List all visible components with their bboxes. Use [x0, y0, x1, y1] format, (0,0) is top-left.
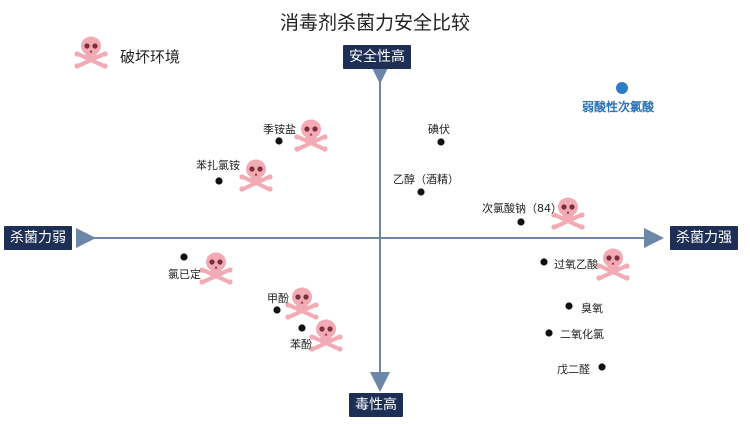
- skull-icon: [294, 119, 328, 152]
- point-label: 二氧化氯: [560, 328, 604, 341]
- point-dot: [180, 253, 188, 261]
- point-label: 次氯酸钠（84）: [482, 202, 562, 215]
- point-dot: [417, 188, 425, 196]
- chart-title: 消毒剂杀菌力安全比较: [279, 12, 470, 34]
- point-label: 戊二醛: [557, 363, 590, 376]
- point-dot: [565, 302, 573, 310]
- point-dot: [275, 137, 283, 145]
- point-dot: [545, 329, 553, 337]
- point-label: 季铵盐: [263, 123, 296, 136]
- point-dot: [273, 306, 281, 314]
- point-dot: [598, 363, 606, 371]
- point-label: 碘伏: [428, 123, 450, 136]
- axis-label-right: 杀菌力强: [670, 226, 738, 250]
- skull-icon: [551, 197, 585, 230]
- point-label: 苯扎氯铵: [196, 159, 240, 172]
- point-label: 臭氧: [581, 302, 603, 315]
- point-dot: [437, 138, 445, 146]
- point-label: 乙醇（酒精）: [393, 173, 459, 186]
- skull-icon: [199, 252, 233, 285]
- point-label: 过氧乙酸: [554, 258, 598, 271]
- point-label: 苯酚: [290, 338, 312, 351]
- legend-label: 破坏环境: [120, 48, 181, 66]
- axis-label-bottom: 毒性高: [349, 393, 403, 417]
- axis-label-top: 安全性高: [343, 45, 411, 69]
- point-label: 氯已定: [168, 268, 201, 281]
- point-dot: [540, 258, 548, 266]
- special-point-dot: [616, 82, 628, 94]
- point-dot: [215, 177, 223, 185]
- special-point-label: 弱酸性次氯酸: [582, 100, 655, 114]
- skull-icon: [596, 248, 630, 281]
- point-dot: [517, 218, 525, 226]
- point-dot: [298, 324, 306, 332]
- skull-icon: [309, 319, 343, 352]
- point-label: 甲酚: [267, 292, 289, 305]
- axis-label-left: 杀菌力弱: [4, 226, 72, 250]
- skull-icon: [239, 159, 273, 192]
- skull-icon: [285, 287, 319, 320]
- legend-skull-icon: [74, 36, 108, 69]
